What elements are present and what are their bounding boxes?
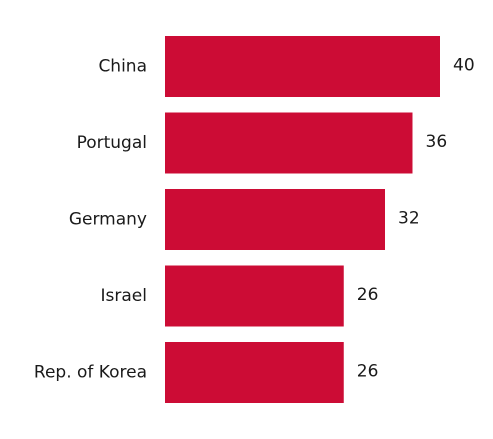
bar — [165, 342, 344, 403]
value-label: 40 — [453, 56, 475, 76]
category-label: Germany — [69, 210, 147, 230]
category-label: Rep. of Korea — [34, 363, 147, 383]
category-label: Israel — [101, 286, 147, 306]
value-label: 26 — [357, 362, 379, 382]
category-label: Portugal — [77, 133, 147, 153]
bar — [165, 189, 385, 250]
value-label: 26 — [357, 285, 379, 305]
value-label: 36 — [426, 132, 448, 152]
bar — [165, 112, 413, 174]
bar — [165, 36, 440, 97]
bar — [165, 265, 344, 327]
category-label: China — [98, 57, 147, 77]
value-label: 32 — [398, 209, 420, 229]
